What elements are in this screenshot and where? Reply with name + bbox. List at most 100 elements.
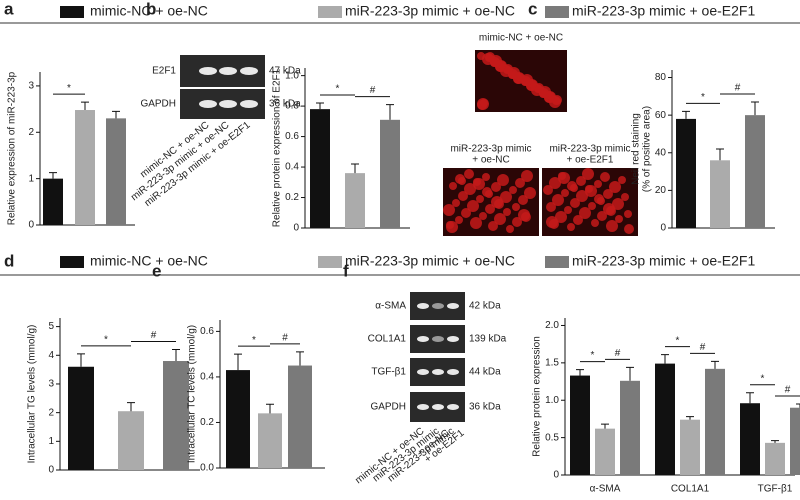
significance-label: * [252, 335, 256, 346]
cell [521, 74, 533, 86]
bar [740, 403, 760, 475]
blot-band [199, 100, 217, 108]
legend-swatch [545, 256, 569, 268]
blot-kda: 47 kDa [269, 66, 301, 77]
x-tick-label: COL1A1 [671, 484, 710, 495]
cell [561, 189, 569, 197]
panel-letter: f [343, 261, 349, 280]
legend-label: miR-223-3p mimic + oe-E2F1 [572, 3, 755, 19]
error-bar [172, 349, 180, 362]
cell [509, 186, 517, 194]
panel-letter: c [528, 0, 537, 18]
bar [655, 363, 675, 475]
cell [546, 216, 558, 228]
y-axis-label: Intracellular TG levels (mmol/g) [27, 325, 38, 464]
blot-band [447, 404, 459, 410]
legend-swatch [60, 6, 84, 18]
cell [512, 217, 522, 227]
y-tick-label: 2 [48, 407, 54, 418]
y-axis-label: (% of positive area) [642, 106, 653, 192]
y-tick-label: 3 [28, 81, 34, 92]
significance-label: # [700, 342, 706, 353]
y-tick-label: 0 [553, 470, 559, 481]
error-bar [112, 110, 120, 119]
cell [449, 182, 457, 190]
y-axis-label: Relative expression of miR-223-3p [7, 71, 18, 225]
cell [455, 216, 463, 224]
legend-label: miR-223-3p mimic + oe-NC [345, 253, 515, 269]
significance-label: # [370, 85, 376, 96]
y-tick-label: 0 [660, 223, 666, 234]
blot-band [432, 303, 444, 309]
blot-kda: 36 kDa [269, 99, 301, 110]
cell [609, 181, 621, 193]
y-tick-label: 80 [655, 72, 667, 83]
error-bar [626, 366, 634, 381]
cell [618, 176, 626, 184]
cell [576, 176, 586, 186]
cell [464, 183, 476, 195]
legend-swatch [60, 256, 84, 268]
y-tick-label: 0.5 [545, 432, 559, 443]
error-bar [716, 148, 724, 161]
error-bar [386, 104, 394, 120]
x-tick-label: TGF-β1 [758, 484, 793, 495]
cell [603, 203, 615, 215]
cell [464, 169, 474, 179]
cell [549, 177, 561, 189]
y-tick-label: 0 [293, 223, 299, 234]
legend-swatch [318, 6, 342, 18]
error-bar [81, 101, 89, 111]
cell [458, 191, 468, 201]
significance-label: # [785, 385, 791, 396]
error-bar [601, 423, 609, 429]
y-tick-label: 40 [655, 147, 667, 158]
legend-label: miR-223-3p mimic + oe-NC [345, 3, 515, 19]
blot-band [219, 100, 237, 108]
blot-band [447, 303, 459, 309]
legend-swatch [318, 256, 342, 268]
error-bar [316, 102, 324, 110]
y-tick-label: 1 [28, 173, 34, 184]
cell [588, 202, 596, 210]
y-tick-label: 0.8 [285, 101, 299, 112]
cell [600, 172, 610, 182]
bar [705, 368, 725, 475]
cell [503, 208, 511, 216]
y-tick-label: 5 [48, 321, 54, 332]
cell [567, 181, 577, 191]
blot-kda: 44 kDa [469, 367, 501, 378]
cell [473, 178, 481, 186]
bar [288, 365, 312, 468]
significance-label: * [761, 373, 765, 384]
error-bar [686, 416, 694, 420]
cell [615, 215, 623, 223]
error-bar [796, 403, 800, 408]
y-tick-label: 0.4 [200, 372, 214, 383]
cell [512, 203, 520, 211]
bar [345, 173, 365, 228]
error-bar [661, 354, 669, 364]
cell [485, 204, 495, 214]
legend: mimic-NC + oe-NC miR-223-3p mimic + oe-NC… [60, 3, 755, 19]
error-bar [266, 403, 274, 414]
cell [521, 170, 533, 182]
legend: mimic-NC + oe-NC miR-223-3p mimic + oe-NC… [60, 253, 755, 269]
blot-protein: TGF-β1 [371, 367, 406, 378]
cell [491, 196, 503, 208]
blot-band [199, 67, 217, 75]
significance-label: * [591, 350, 595, 361]
bar [226, 370, 250, 468]
bar [43, 178, 63, 225]
cell [546, 202, 556, 212]
cell [488, 221, 498, 231]
y-tick-label: 1.0 [285, 70, 299, 81]
bar [380, 119, 400, 228]
cell [612, 198, 624, 210]
blot-band [240, 100, 258, 108]
blot-band [432, 369, 444, 375]
bar [106, 118, 126, 225]
cell [570, 198, 580, 208]
error-bar [49, 172, 57, 179]
